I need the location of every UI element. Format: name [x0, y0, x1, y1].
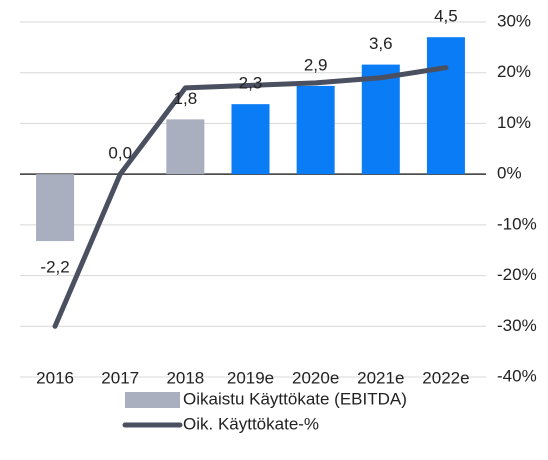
y2-tick-label: 0% [497, 164, 522, 183]
y2-tick-label: -40% [497, 366, 537, 385]
bar [361, 64, 400, 175]
y2-tick-label: -10% [497, 214, 537, 233]
x-tick-label: 2022e [422, 368, 469, 387]
data-label: 1,8 [174, 89, 198, 108]
bar [36, 174, 75, 242]
bar [166, 119, 205, 175]
x-tick-label: 2020e [292, 368, 339, 387]
legend-label: Oik. Käyttökate-% [183, 414, 319, 433]
legend-swatch [125, 392, 180, 408]
data-label: 2,3 [239, 74, 263, 93]
x-tick-label: 2021e [357, 368, 404, 387]
data-label: -2,2 [40, 258, 69, 277]
bar [231, 104, 270, 175]
data-label: 0,0 [108, 144, 132, 163]
y2-tick-label: 20% [497, 62, 531, 81]
bar [296, 85, 335, 175]
x-tick-label: 2016 [36, 368, 74, 387]
x-tick-label: 2019e [227, 368, 274, 387]
x-tick-label: 2017 [101, 368, 139, 387]
line [52, 65, 449, 329]
bar [426, 37, 465, 175]
y2-tick-label: 10% [497, 113, 531, 132]
data-label: 3,6 [369, 34, 393, 53]
legend-label: Oikaistu Käyttökate (EBITDA) [183, 389, 407, 408]
data-label: 4,5 [434, 7, 458, 26]
y2-tick-label: 30% [497, 11, 531, 30]
x-tick-label: 2018 [166, 368, 204, 387]
y2-tick-label: -30% [497, 316, 537, 335]
y2-tick-label: -20% [497, 265, 537, 284]
data-label: 2,9 [304, 55, 328, 74]
